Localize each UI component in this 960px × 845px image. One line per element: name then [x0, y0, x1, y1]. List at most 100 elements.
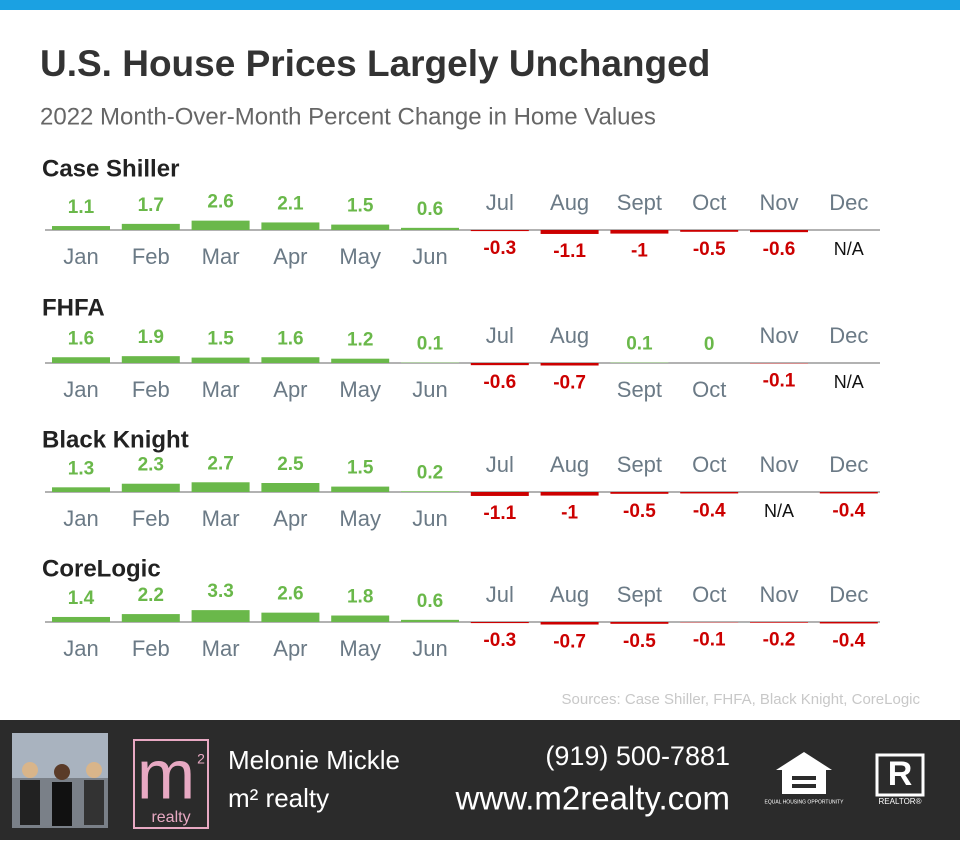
month-label: Jan: [63, 377, 98, 402]
bar: [750, 230, 808, 232]
month-label: Apr: [273, 636, 307, 661]
value-label: 1.2: [347, 330, 373, 351]
value-label: 1.6: [277, 328, 303, 349]
bar: [680, 492, 738, 493]
value-label: -0.4: [693, 500, 726, 521]
value-label: 1.5: [347, 458, 374, 479]
month-label: Dec: [829, 190, 868, 215]
month-label: Dec: [829, 582, 868, 607]
website: www.m2realty.com: [455, 780, 730, 817]
month-label: Sept: [617, 377, 662, 402]
logo: m 2 realty: [134, 735, 208, 828]
value-label: 3.3: [207, 581, 233, 602]
month-label: Nov: [759, 323, 798, 348]
chart-title: CoreLogic: [42, 555, 161, 582]
value-label: -0.5: [623, 501, 656, 522]
month-label: Aug: [550, 452, 589, 477]
bar: [261, 613, 319, 622]
bar: [820, 622, 878, 623]
bar: [331, 487, 389, 492]
agent-photo: [12, 733, 108, 828]
na-label: N/A: [834, 372, 864, 392]
month-label: May: [339, 506, 381, 531]
value-label: 1.4: [68, 588, 95, 609]
value-label: 2.2: [138, 585, 164, 606]
bar: [192, 482, 250, 492]
bar: [192, 358, 250, 363]
value-label: 1.6: [68, 328, 94, 349]
month-label: May: [339, 377, 381, 402]
month-label: Jun: [412, 636, 447, 661]
bar: [122, 356, 180, 363]
bar: [820, 492, 878, 493]
bar: [401, 228, 459, 230]
month-label: Nov: [759, 190, 798, 215]
month-label: Sept: [617, 582, 662, 607]
logo-sup: 2: [197, 751, 205, 767]
value-label: -0.2: [763, 630, 796, 651]
charts: Case Shiller1.1Jan1.7Feb2.6Mar2.1Apr1.5M…: [42, 155, 880, 660]
bar: [122, 224, 180, 230]
value-label: 1.1: [68, 197, 95, 218]
value-label: -0.1: [693, 629, 726, 650]
month-label: Sept: [617, 452, 662, 477]
na-label: N/A: [834, 239, 864, 259]
bar: [331, 225, 389, 230]
bar: [122, 484, 180, 492]
value-label: 1.3: [68, 458, 94, 479]
bar: [331, 359, 389, 363]
value-label: -0.4: [832, 500, 865, 521]
bar: [471, 492, 529, 496]
bar: [192, 610, 250, 622]
chart-title: Case Shiller: [42, 155, 179, 182]
bar: [261, 357, 319, 363]
sources: Sources: Case Shiller, FHFA, Black Knigh…: [562, 691, 921, 708]
eho-text: EQUAL HOUSING OPPORTUNITY: [765, 799, 845, 805]
value-label: -0.6: [763, 239, 796, 260]
bar: [401, 620, 459, 622]
na-label: N/A: [764, 501, 794, 521]
month-label: May: [339, 636, 381, 661]
month-label: Oct: [692, 377, 726, 402]
logo-mark: m: [137, 735, 195, 813]
logo-word: realty: [151, 809, 190, 826]
month-label: Jul: [486, 323, 514, 348]
value-label: 1.9: [138, 327, 164, 348]
value-label: -1: [561, 503, 578, 524]
month-label: Mar: [202, 636, 240, 661]
bar: [471, 622, 529, 623]
value-label: -0.1: [763, 370, 796, 391]
value-label: 0.6: [417, 591, 443, 612]
month-label: Aug: [550, 323, 589, 348]
value-label: 1.8: [347, 587, 373, 608]
month-label: Apr: [273, 377, 307, 402]
month-label: Feb: [132, 244, 170, 269]
value-label: -1.1: [483, 503, 516, 524]
top-band: [0, 0, 960, 10]
value-label: 2.6: [207, 192, 233, 213]
month-label: Sept: [617, 190, 662, 215]
value-label: 1.7: [138, 195, 164, 216]
month-label: Feb: [132, 377, 170, 402]
month-label: Mar: [202, 506, 240, 531]
value-label: 2.6: [277, 584, 303, 605]
bar: [471, 363, 529, 365]
bar: [610, 492, 668, 494]
value-label: 0.2: [417, 462, 443, 483]
bar: [680, 230, 738, 232]
month-label: Oct: [692, 452, 726, 477]
month-label: Nov: [759, 582, 798, 607]
value-label: -0.7: [553, 373, 586, 394]
month-label: Mar: [202, 244, 240, 269]
value-label: 0.6: [417, 199, 443, 220]
value-label: -0.6: [483, 372, 516, 393]
bar: [541, 230, 599, 234]
value-label: -0.3: [483, 630, 516, 651]
bar: [52, 357, 110, 363]
bar: [541, 492, 599, 496]
subtitle: 2022 Month-Over-Month Percent Change in …: [40, 103, 656, 130]
company: m² realty: [228, 783, 329, 813]
value-label: -1: [631, 241, 648, 262]
month-label: Dec: [829, 323, 868, 348]
